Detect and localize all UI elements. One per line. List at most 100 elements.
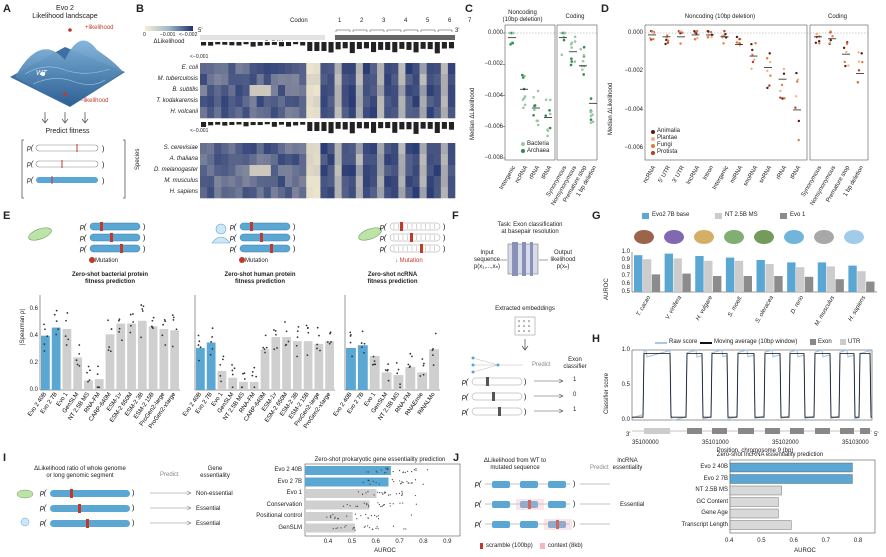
e-point <box>142 305 145 308</box>
i-point <box>415 503 417 505</box>
b-bar <box>342 122 348 130</box>
b-bar <box>229 122 235 125</box>
c-point <box>581 59 585 63</box>
g-bar <box>787 262 796 292</box>
e-point <box>351 355 353 358</box>
b-heat-cell <box>419 165 427 177</box>
d-point <box>722 42 725 45</box>
b-heat-cell <box>313 165 321 177</box>
b-heat-cell <box>327 154 335 166</box>
h-exon-block <box>738 428 754 434</box>
h-xlabel: Position, chromosome 9 (bp) <box>716 448 794 454</box>
c-point <box>536 89 540 93</box>
b-heat-cell <box>348 165 357 177</box>
b-heat-cell <box>299 143 307 155</box>
b-bar <box>356 122 362 129</box>
b-heat-cell <box>270 96 279 108</box>
b-heat-cell <box>200 154 208 166</box>
e-ytick-2: 0.4 <box>29 332 38 339</box>
svg-text:): ) <box>524 409 526 416</box>
b-heat-cell <box>327 74 335 86</box>
b-heat-cell <box>362 63 371 75</box>
b-heat-cell <box>447 165 456 177</box>
d-point <box>652 31 655 35</box>
panel-label-h: H <box>592 333 600 345</box>
svg-text:p(: p( <box>79 235 87 242</box>
i-point <box>391 479 393 481</box>
e-point <box>231 373 234 376</box>
b-heat-cell <box>362 74 371 86</box>
c-point <box>589 97 593 100</box>
b-heat-cell <box>433 85 442 97</box>
c-point <box>591 113 594 116</box>
b-heat-cell <box>299 154 307 166</box>
svg-text:p(: p( <box>39 505 47 512</box>
b-heat-cell <box>306 107 314 119</box>
b-heat-cell <box>263 96 272 108</box>
i-point <box>415 468 417 470</box>
i-xtick-5: 0.9 <box>443 539 452 545</box>
b-heat-cell <box>277 154 286 166</box>
j-context: context (8kb) <box>548 543 583 549</box>
b-tick-top: <−0.001 <box>190 54 209 60</box>
b-heat-cell <box>242 187 250 199</box>
i-point <box>367 471 370 473</box>
c-noncoding: Noncoding <box>508 10 537 16</box>
b-heat-cell <box>398 187 406 199</box>
d-point <box>831 35 834 38</box>
e-point <box>107 349 110 352</box>
i-point <box>344 526 346 528</box>
i-point <box>345 524 347 527</box>
b-heat-cell <box>447 107 456 119</box>
e-ytick-3: 0.6 <box>29 305 38 312</box>
b-heat-cell <box>221 176 229 188</box>
b-heat-cell <box>299 165 307 177</box>
f-extracted: Extracted embeddings <box>495 306 555 312</box>
b-heat-cell <box>313 85 321 97</box>
b-heat-cell <box>348 96 357 108</box>
b-heat-cell <box>398 154 406 166</box>
e-point <box>78 344 81 346</box>
b-heat-cell <box>256 165 265 177</box>
e-point <box>434 332 437 335</box>
b-heat-cell <box>341 63 350 75</box>
e-ytick-0: 0.0 <box>29 387 38 393</box>
i-point <box>411 470 413 473</box>
e-point <box>386 368 389 371</box>
j-bar-chart <box>729 459 876 534</box>
g-bar <box>651 274 661 292</box>
b-bar <box>420 42 426 49</box>
g-bar <box>765 264 774 292</box>
j-scramble-swatch <box>480 543 483 549</box>
a-title-1: Evo 2 <box>56 5 74 12</box>
d-point <box>652 37 655 41</box>
likelihood-landscape <box>10 28 125 107</box>
i-category-0: Evo 2 40B <box>274 467 302 473</box>
h-avg-line <box>632 353 872 418</box>
b-heat-cell <box>341 176 350 188</box>
e-bar <box>84 380 93 390</box>
e-point <box>330 341 332 343</box>
b-heat-cell <box>285 96 293 108</box>
b-heat-cell <box>292 107 300 119</box>
b-heat-cell <box>391 85 399 97</box>
i-point <box>361 493 364 495</box>
g-bar <box>857 271 866 292</box>
d-point <box>765 57 769 60</box>
e-point <box>140 304 143 306</box>
e-point <box>197 334 200 337</box>
b-heat-cell <box>412 165 420 177</box>
b-heat-cell <box>242 154 250 166</box>
b-heat-cell <box>405 154 413 166</box>
b-heat-cell <box>391 187 399 199</box>
b-heat-cell <box>355 63 364 75</box>
i-bar <box>305 500 370 510</box>
c-point <box>570 60 574 63</box>
d-point <box>710 35 713 39</box>
b-heat-cell <box>249 154 257 166</box>
d-legend-swatch-2 <box>651 144 655 148</box>
e-point <box>76 363 79 366</box>
e-point <box>328 342 331 345</box>
b-bar <box>371 122 377 133</box>
i-point <box>342 505 345 507</box>
